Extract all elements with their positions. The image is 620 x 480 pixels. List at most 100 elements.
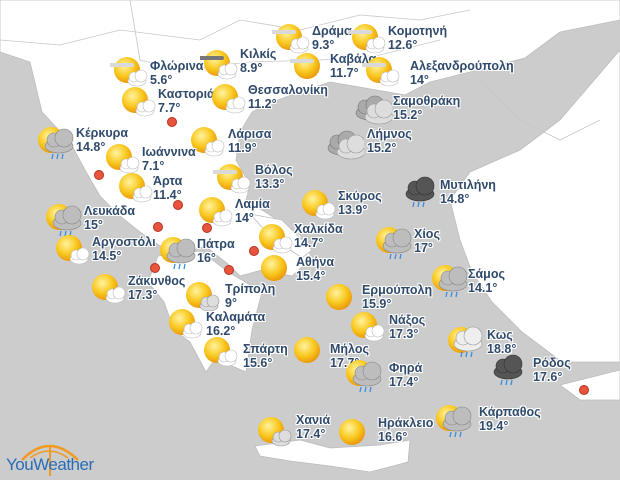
city-name: Καβάλα xyxy=(330,52,377,66)
sun-fog-cloud-icon xyxy=(346,19,388,59)
city-name: Αθήνα xyxy=(296,255,335,269)
city-label: Δράμα 9.3° xyxy=(312,24,352,52)
city-temperature: 11.9° xyxy=(228,141,257,155)
sun-dark-fog-cloud-icon xyxy=(198,45,240,85)
sun-cloud-icon xyxy=(187,122,227,162)
city-label: Καλαμάτα 16.2° xyxy=(206,310,265,338)
city-name: Άρτα xyxy=(153,174,183,188)
city-temperature: 14.8° xyxy=(440,192,470,206)
city-name: Κιλκίς xyxy=(240,47,277,61)
city-temperature: 7.7° xyxy=(158,101,181,115)
city-temperature: 15.2° xyxy=(367,141,397,155)
city-temperature: 14.5° xyxy=(92,249,122,263)
city-name: Κομοτηνή xyxy=(388,24,448,38)
city-name: Σκύρος xyxy=(338,189,382,203)
city-label: Χίος 17° xyxy=(414,227,440,255)
city-name: Χανιά xyxy=(296,413,331,427)
city-marker-dot[interactable] xyxy=(202,223,212,233)
city-label: Σπάρτη 15.6° xyxy=(243,342,288,370)
sun-cloud-icon xyxy=(115,168,155,208)
city-label: Λευκάδα 15° xyxy=(84,204,135,232)
sun-fog-icon xyxy=(288,48,330,88)
city-label: Ερμούπολη 15.9° xyxy=(362,283,432,311)
city-label: Λαμία 14° xyxy=(235,197,270,225)
city-marker-dot[interactable] xyxy=(173,200,183,210)
city-name: Αργοστόλι xyxy=(92,235,156,249)
city-name: Λαμία xyxy=(235,197,270,211)
city-name: Αλεξανδρούπολη xyxy=(410,59,514,73)
sun-rain-icon xyxy=(432,400,472,440)
land-balkans-north-greece xyxy=(0,0,620,277)
sun-rain-icon xyxy=(428,260,468,300)
city-temperature: 15.4° xyxy=(296,269,326,283)
city-name: Ρόδος xyxy=(533,356,571,370)
city-temperature: 17.3° xyxy=(128,288,158,302)
city-label: Φηρά 17.4° xyxy=(389,361,422,389)
sun-cloud-icon xyxy=(52,230,92,270)
city-label: Κέρκυρα 14.8° xyxy=(76,126,128,154)
sun-icon xyxy=(322,279,362,319)
city-temperature: 14° xyxy=(410,73,429,87)
city-temperature: 14.7° xyxy=(294,236,324,250)
city-marker-dot[interactable] xyxy=(249,246,259,256)
city-temperature: 17.4° xyxy=(296,427,326,441)
sun-fog-cloud-icon xyxy=(360,52,402,92)
city-label: Κιλκίς 8.9° xyxy=(240,47,276,75)
city-marker-dot[interactable] xyxy=(150,263,160,273)
city-label: Τρίπολη 9° xyxy=(225,282,275,310)
city-label: Πάτρα 16° xyxy=(197,237,235,265)
city-temperature: 15.6° xyxy=(243,356,273,370)
land-turkey-south xyxy=(559,369,620,401)
city-temperature: 16.2° xyxy=(206,324,236,338)
storm-icon xyxy=(398,172,438,212)
city-temperature: 13.3° xyxy=(255,177,285,191)
storm-icon xyxy=(486,350,526,390)
city-name: Θεσσαλονίκη xyxy=(248,83,328,97)
city-name: Ιωάννινα xyxy=(142,145,196,159)
city-marker-dot[interactable] xyxy=(579,385,589,395)
sun-fog-cloud-icon xyxy=(270,19,312,59)
city-label: Σαμοθράκη 15.2° xyxy=(393,94,460,122)
city-temperature: 13.9° xyxy=(338,203,368,217)
city-temperature: 11.7° xyxy=(330,66,359,80)
brand-logo[interactable]: YouWeather xyxy=(6,455,94,474)
city-temperature: 9.3° xyxy=(312,38,335,52)
city-temperature: 16.6° xyxy=(378,430,408,444)
city-name: Μήλος xyxy=(330,342,369,356)
city-name: Σαμοθράκη xyxy=(393,94,461,108)
city-label: Αλεξανδρούπολη 14° xyxy=(410,59,514,87)
city-temperature: 11.2° xyxy=(248,97,277,111)
city-temperature: 15.2° xyxy=(393,108,423,122)
city-temperature: 17.3° xyxy=(389,327,419,341)
city-marker-dot[interactable] xyxy=(167,117,177,127)
city-label: Καστοριά 7.7° xyxy=(158,87,215,115)
city-label: Σάμος 14.1° xyxy=(468,267,505,295)
city-label: Ζάκυνθος 17.3° xyxy=(128,274,185,302)
sun-rain-icon xyxy=(156,232,196,272)
city-temperature: 14.8° xyxy=(76,140,106,154)
city-temperature: 14° xyxy=(235,211,254,225)
city-label: Βόλος 13.3° xyxy=(255,163,293,191)
city-marker-dot[interactable] xyxy=(153,222,163,232)
city-label: Κομοτηνή 12.6° xyxy=(388,24,447,52)
sun-cloud-icon xyxy=(200,332,240,372)
city-label: Μήλος 17.7° xyxy=(330,342,369,370)
city-temperature: 9° xyxy=(225,296,237,310)
sun-rain-icon xyxy=(372,222,412,262)
cloudy-icon xyxy=(352,87,394,127)
city-label: Χανιά 17.4° xyxy=(296,413,330,441)
sun-cloud-icon xyxy=(255,219,295,259)
city-label: Θεσσαλονίκη 11.2° xyxy=(248,83,328,111)
city-marker-dot[interactable] xyxy=(224,265,234,275)
city-temperature: 5.6° xyxy=(150,73,173,87)
city-name: Κάρπαθος xyxy=(479,405,541,419)
city-name: Νάξος xyxy=(389,313,426,327)
city-label: Καβάλα 11.7° xyxy=(330,52,376,80)
city-marker-dot[interactable] xyxy=(94,170,104,180)
city-label: Ιωάννινα 7.1° xyxy=(142,145,196,173)
city-label: Ρόδος 17.6° xyxy=(533,356,571,384)
city-name: Κέρκυρα xyxy=(76,126,129,140)
sun-cloud-icon xyxy=(118,82,158,122)
city-label: Αθήνα 15.4° xyxy=(296,255,334,283)
